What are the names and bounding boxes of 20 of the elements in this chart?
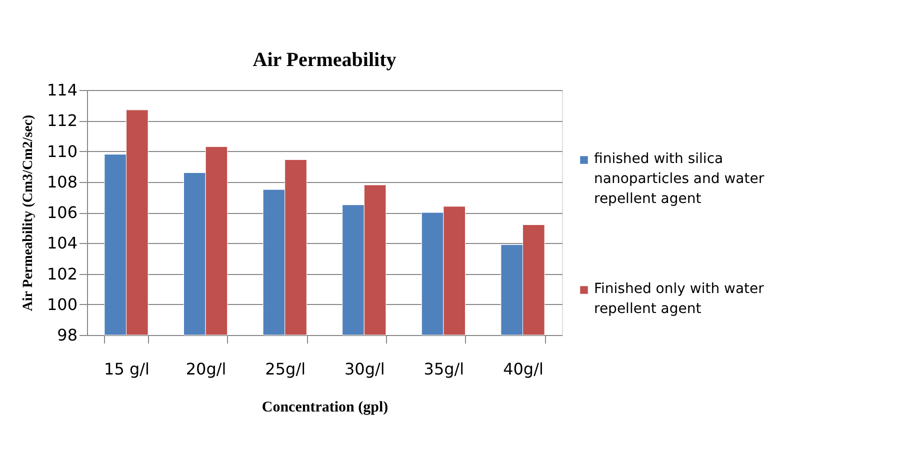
x-axis-title: Concentration (gpl): [262, 400, 388, 416]
chart-title: Air Permeability: [252, 49, 396, 71]
x-tick-label: 40g/l: [503, 360, 544, 378]
y-tick-label: 108: [46, 172, 78, 192]
x-tick-label: 25g/l: [265, 360, 306, 378]
y-tick-label: 114: [46, 80, 78, 100]
y-tick-label: 110: [46, 142, 78, 161]
y-tick-label: 104: [46, 234, 78, 253]
x-tick-label: 35g/l: [424, 360, 464, 378]
y-tick-label: 100: [46, 294, 78, 314]
y-tick-label: 102: [46, 264, 78, 284]
x-tick-label: 15 g/l: [104, 360, 150, 378]
y-tick-label: 98: [57, 326, 78, 344]
legend-label: Finished only with water repellent agent: [594, 281, 764, 317]
legend-label: finished with silica nanoparticles and water repellent agent: [594, 151, 764, 207]
y-tick-label: 106: [46, 203, 78, 222]
x-tick-label: 30g/l: [344, 360, 385, 378]
y-axis-title: Air Permeability (Cm3/Cm2/sec): [20, 114, 36, 312]
x-tick-label: 20g/l: [186, 360, 226, 378]
y-tick-label: 112: [46, 111, 78, 130]
